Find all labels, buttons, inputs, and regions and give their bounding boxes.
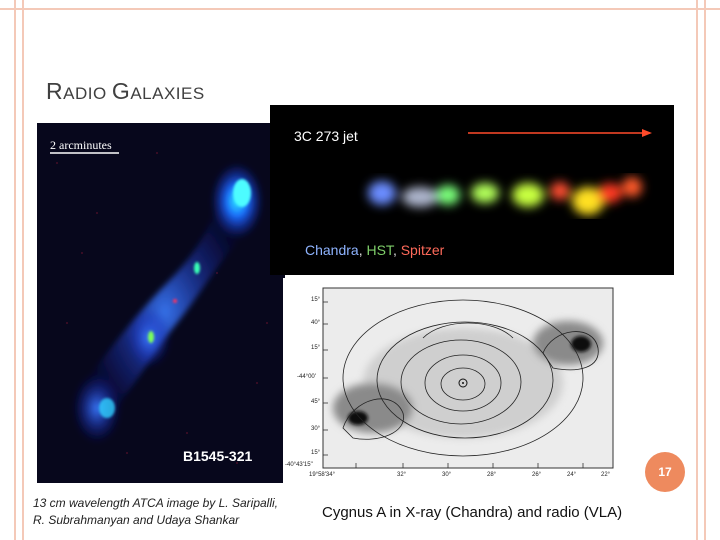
title-cap-2: G <box>111 78 131 104</box>
dec-label: 15° <box>311 297 321 303</box>
ra-label: 32° <box>397 472 407 478</box>
jet-credit: Chandra, HST, Spitzer <box>305 242 444 258</box>
ra-label: 24° <box>567 472 577 478</box>
page-number-badge: 17 <box>645 452 685 492</box>
cygnus-a-image: 15° 40° 15° -44°00' 45° 30° 15° -40°43'1… <box>283 278 621 483</box>
ra-label: 30° <box>442 472 452 478</box>
dec-label: 15° <box>311 345 321 351</box>
credit-sep-2: , <box>392 242 401 258</box>
radio-image-caption: 13 cm wavelength ATCA image by L. Saripa… <box>33 495 303 529</box>
credit-sep-1: , <box>358 242 367 258</box>
ra-label: 28° <box>487 472 497 478</box>
jet-label: 3C 273 jet <box>294 128 358 144</box>
title-rest-1: ADIO <box>63 84 112 103</box>
slide-border-top <box>0 8 720 10</box>
credit-spitzer: Spitzer <box>400 242 445 258</box>
slide-border-right-inner <box>696 0 698 540</box>
radio-source-label: B1545-321 <box>183 448 253 464</box>
jet-image <box>270 105 674 275</box>
ra-label: 26° <box>532 472 542 478</box>
slide-border-right-outer <box>704 0 706 540</box>
caption-line-2: R. Subrahmanyan and Udaya Shankar <box>33 513 240 527</box>
ra-label: 19°58'34° <box>309 472 335 478</box>
dec-label: 30° <box>311 426 321 432</box>
radio-galaxy-image <box>37 123 285 483</box>
dec-label: -40°43'15" <box>285 462 313 468</box>
credit-hst: HST <box>366 242 393 258</box>
credit-chandra: Chandra <box>305 242 359 258</box>
dec-label: 15° <box>311 450 321 456</box>
slide-border-left-inner <box>22 0 24 540</box>
slide-border-left-outer <box>14 0 16 540</box>
scale-label: 2 arcminutes <box>50 138 112 152</box>
dec-label: 40° <box>311 320 321 326</box>
title-cap-1: R <box>46 78 64 104</box>
title-rest-2: ALAXIES <box>130 84 205 103</box>
cygnus-caption: Cygnus A in X-ray (Chandra) and radio (V… <box>322 504 623 521</box>
caption-line-1: 13 cm wavelength ATCA image by L. Saripa… <box>33 496 278 510</box>
ra-label: 22° <box>601 472 611 478</box>
dec-label: 45° <box>311 399 321 405</box>
slide-title: RADIO GALAXIES <box>46 78 205 105</box>
dec-label: -44°00' <box>297 374 316 380</box>
